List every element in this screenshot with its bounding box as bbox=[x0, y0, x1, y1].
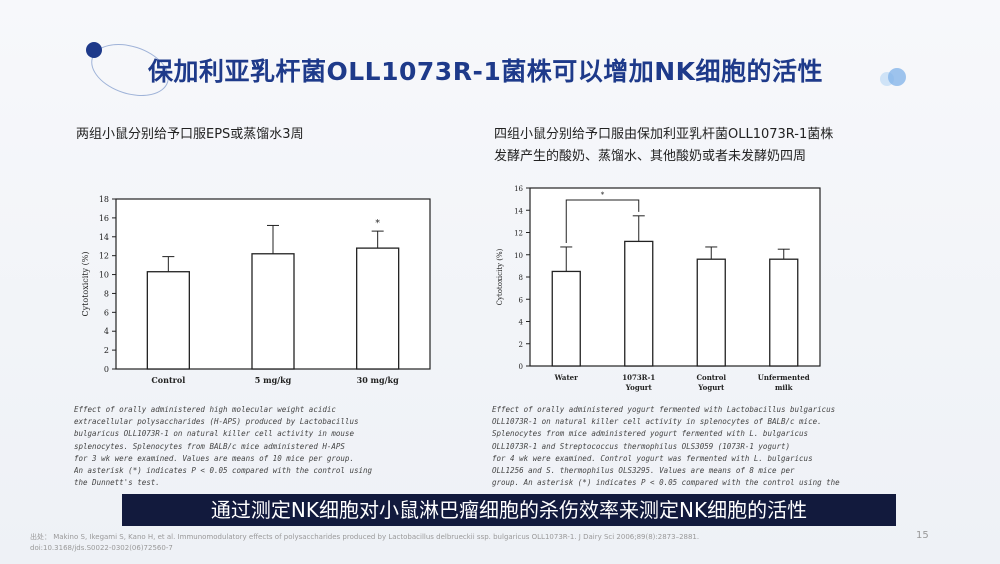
right-description-line-2: OLL1073R-1 on natural killer cell activi… bbox=[492, 417, 822, 427]
right-chart-ytick-label-3: 6 bbox=[519, 296, 524, 304]
right-chart-ytick-label-7: 14 bbox=[514, 207, 523, 215]
right-chart-category-label-2-0: Control bbox=[696, 373, 726, 382]
left-chart-ytick-label-2: 4 bbox=[104, 327, 109, 336]
left-chart-ytick-label-8: 16 bbox=[99, 214, 109, 223]
left-chart-ytick-label-4: 8 bbox=[104, 289, 109, 298]
right-chart-bar-1 bbox=[624, 240, 654, 367]
right-chart-category-label-1-0: 1073R-1 bbox=[622, 373, 655, 382]
right-chart-ytick-label-5: 10 bbox=[514, 252, 523, 260]
left-caption: 两组小鼠分别给予口服EPS或蒸馏水3周 bbox=[76, 127, 304, 142]
reference-footer: 出处： Makino S, Ikegami S, Kano H, et al. … bbox=[30, 532, 900, 554]
subtitle-caption: 通过测定NK细胞对小鼠淋巴瘤细胞的杀伤效率来测定NK细胞的活性 bbox=[122, 494, 896, 526]
right-chart-category-label-0: Water bbox=[554, 373, 578, 382]
left-chart-ytick-label-5: 10 bbox=[99, 271, 109, 280]
left-chart-bar-2 bbox=[356, 247, 400, 370]
right-chart-category-label-1-1: Yogurt bbox=[625, 383, 653, 392]
right-description-line-1: Effect of orally administered yogurt fer… bbox=[492, 405, 836, 414]
right-chart-category-label-3-1: milk bbox=[775, 383, 793, 392]
slide-title: 保加利亚乳杆菌OLL1073R-1菌株可以增加NK细胞的活性 bbox=[148, 57, 824, 86]
right-chart-bracket-label: * bbox=[601, 191, 605, 199]
left-chart-ytick-label-1: 2 bbox=[104, 346, 109, 355]
right-chart-y-axis-label: Cytotoxicity (%) bbox=[496, 248, 504, 305]
left-chart-ytick-label-6: 12 bbox=[99, 252, 109, 261]
left-chart-ytick-label-0: 0 bbox=[104, 365, 109, 374]
right-chart-ytick-label-4: 8 bbox=[519, 274, 523, 282]
left-chart-bar-0 bbox=[146, 271, 190, 370]
right-description-line-5: for 4 wk were examined. Control yogurt w… bbox=[492, 453, 813, 463]
right-chart-significance-bracket bbox=[565, 199, 640, 243]
left-bar-chart: 0 2 4 6 8 10 12 14 16 18 Cytotoxicity (%) Control 5 … bbox=[81, 195, 431, 385]
right-chart-ytick-label-8: 16 bbox=[514, 185, 523, 193]
left-chart-bar-1 bbox=[251, 253, 295, 370]
page-number: 15 bbox=[916, 530, 929, 541]
left-chart-ytick-label-9: 18 bbox=[99, 195, 109, 204]
right-chart-category-label-3-0: Unfermented bbox=[758, 373, 810, 382]
left-description-line-4: splenocytes. Splenocytes from BALB/c mic… bbox=[74, 441, 345, 451]
right-chart-bar-3 bbox=[769, 258, 799, 367]
left-chart-category-label-0: Control bbox=[151, 375, 185, 385]
left-figure-description: Effect of orally administered high molec… bbox=[74, 404, 454, 494]
left-description-line-1: Effect of orally administered high molec… bbox=[74, 405, 336, 414]
left-description-line-3: bulgaricus OLL1073R-1 on natural killer … bbox=[74, 429, 354, 439]
reference-line-1: 出处： Makino S, Ikegami S, Kano H, et al. … bbox=[30, 533, 700, 541]
right-chart-ytick-label-0: 0 bbox=[519, 363, 523, 371]
left-description-line-5: for 3 wk were examined. Values are means… bbox=[74, 453, 354, 463]
right-chart-ytick-label-6: 12 bbox=[514, 230, 523, 238]
right-chart-ytick-label-1: 2 bbox=[519, 341, 523, 349]
left-chart-category-label-1: 5 mg/kg bbox=[255, 375, 292, 385]
left-chart-ytick-label-3: 6 bbox=[104, 308, 109, 317]
right-description-line-6: OLL1256 and S. thermophilus OLS3295. Val… bbox=[492, 466, 795, 476]
right-description-line-7: group. An asterisk (*) indicates P < 0.0… bbox=[492, 478, 840, 488]
right-chart-ytick-label-2: 4 bbox=[519, 319, 524, 327]
right-description-line-4: OLL1073R-1 and Streptococcus thermophilu… bbox=[492, 441, 791, 451]
right-bar-chart: 0 2 4 6 8 10 12 14 16 Cytotoxicity (%) Water 1073R-… bbox=[496, 185, 821, 392]
left-chart-significance-2: * bbox=[375, 219, 380, 229]
right-figure-description: Effect of orally administered yogurt fer… bbox=[492, 404, 912, 494]
decorative-dot bbox=[86, 42, 102, 58]
decorative-bubbles bbox=[880, 64, 906, 90]
left-description-line-6: An asterisk (*) indicates P < 0.05 compa… bbox=[74, 466, 373, 476]
right-chart-bar-0 bbox=[551, 270, 581, 367]
left-chart-category-label-2: 30 mg/kg bbox=[357, 375, 399, 385]
right-caption-line-1: 四组小鼠分别给予口服由保加利亚乳杆菌OLL1073R-1菌株 bbox=[494, 127, 834, 142]
left-chart-ytick-label-7: 14 bbox=[99, 233, 109, 242]
left-chart-y-axis-label: Cytotoxicity (%) bbox=[81, 252, 90, 317]
right-chart-bar-2 bbox=[696, 258, 726, 367]
left-description-line-7: the Dunnett's test. bbox=[74, 478, 160, 488]
right-chart-category-label-2-1: Yogurt bbox=[697, 383, 725, 392]
right-description-line-3: Splenocytes from mice administered yogur… bbox=[492, 429, 809, 439]
left-description-line-2: extracellular polysaccharides (H-APS) pr… bbox=[74, 417, 359, 427]
right-caption-line-2: 发酵产生的酸奶、蒸馏水、其他酸奶或者未发酵奶四周 bbox=[494, 149, 807, 164]
reference-line-2: doi:10.3168/jds.S0022-0302(06)72560-7 bbox=[30, 544, 173, 552]
